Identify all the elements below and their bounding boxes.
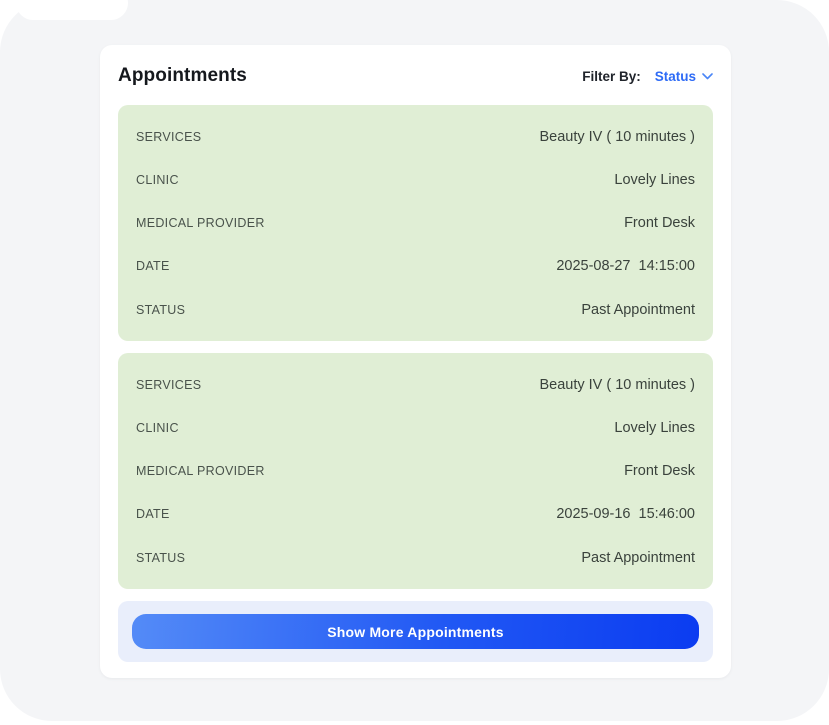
filter-by-label: Filter By: [582,68,641,84]
services-value: Beauty IV ( 10 minutes ) [539,128,695,145]
appointment-row-medical-provider: MEDICAL PROVIDER Front Desk [136,450,695,493]
clinic-value: Lovely Lines [614,171,695,188]
status-filter-dropdown[interactable]: Status [655,69,713,84]
medical-provider-label: MEDICAL PROVIDER [136,216,265,230]
status-value: Past Appointment [581,549,695,566]
filter-area: Filter By: Status [582,69,713,84]
page-title: Appointments [118,65,247,86]
date-value: 2025-09-16 15:46:00 [556,506,695,523]
chevron-down-icon [702,72,713,80]
status-filter-value: Status [654,68,696,84]
status-value: Past Appointment [581,301,695,318]
appointment-row-date: DATE 2025-09-16 15:46:00 [136,493,695,536]
appointment-row-services: SERVICES Beauty IV ( 10 minutes ) [136,115,695,158]
appointment-card: SERVICES Beauty IV ( 10 minutes ) CLINIC… [118,353,713,589]
appointments-panel: Appointments Filter By: Status SERVICES … [100,45,731,678]
appointment-row-status: STATUS Past Appointment [136,288,695,331]
date-value: 2025-08-27 14:15:00 [556,258,695,275]
show-more-panel: Show More Appointments [118,601,713,662]
services-label: SERVICES [136,129,202,144]
status-label: STATUS [136,302,186,317]
clinic-label: CLINIC [136,420,179,435]
appointment-row-date: DATE 2025-08-27 14:15:00 [136,245,695,288]
services-value: Beauty IV ( 10 minutes ) [539,376,695,393]
appointment-row-services: SERVICES Beauty IV ( 10 minutes ) [136,363,695,406]
date-label: DATE [136,259,170,274]
appointment-row-clinic: CLINIC Lovely Lines [136,406,695,449]
appointment-row-clinic: CLINIC Lovely Lines [136,158,695,201]
date-label: DATE [136,507,170,522]
appointment-card: SERVICES Beauty IV ( 10 minutes ) CLINIC… [118,105,713,341]
panel-header: Appointments Filter By: Status [118,61,713,91]
medical-provider-value: Front Desk [624,463,695,479]
corner-decoration [16,0,128,20]
clinic-label: CLINIC [136,172,179,187]
services-label: SERVICES [136,377,202,392]
medical-provider-value: Front Desk [624,215,695,231]
show-more-appointments-button[interactable]: Show More Appointments [132,614,699,649]
status-label: STATUS [136,550,186,565]
appointment-row-status: STATUS Past Appointment [136,536,695,579]
medical-provider-label: MEDICAL PROVIDER [136,464,265,478]
appointment-row-medical-provider: MEDICAL PROVIDER Front Desk [136,202,695,245]
clinic-value: Lovely Lines [614,419,695,436]
